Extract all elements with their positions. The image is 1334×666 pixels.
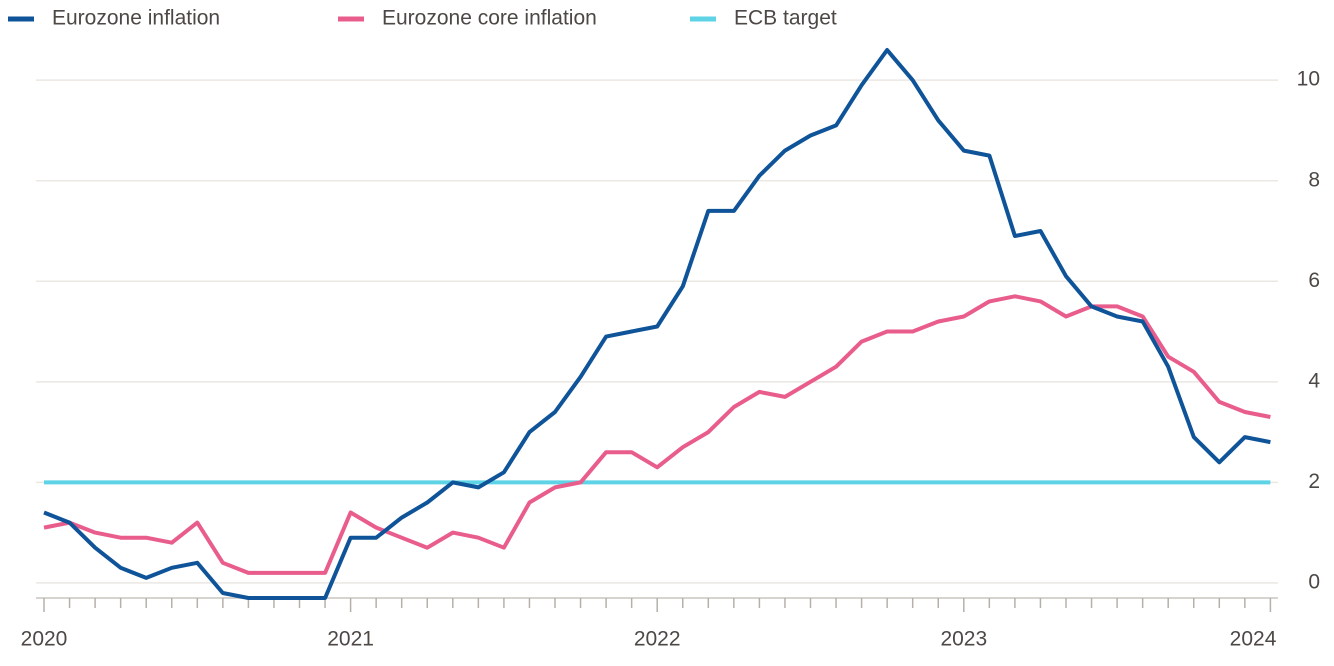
x-tick-label: 2024 [1230,628,1277,651]
series-line [43,48,1271,600]
x-tick-label: 2022 [634,628,681,651]
y-tick-label: 6 [1308,269,1320,292]
legend-label: Eurozone inflation [52,7,220,30]
x-tick-label: 2021 [327,628,374,651]
y-tick-label: 2 [1308,470,1320,493]
series-line [43,294,1271,575]
y-tick-label: 10 [1297,68,1320,91]
y-tick-label: 8 [1308,168,1320,191]
y-tick-label: 0 [1308,570,1320,593]
x-tick-label: 2020 [21,628,68,651]
y-tick-label: 4 [1308,369,1320,392]
legend-label: ECB target [734,7,837,30]
legend-label: Eurozone core inflation [382,7,597,30]
x-tick-label: 2023 [940,628,987,651]
